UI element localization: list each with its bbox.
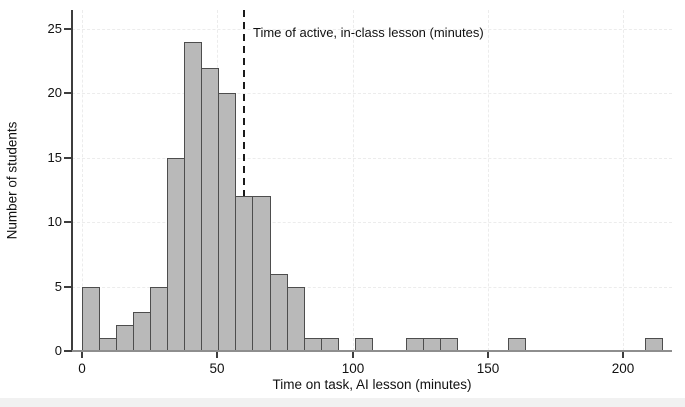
y-tick-label: 15 [47,150,62,165]
x-tick [216,352,218,358]
histogram-bar [82,287,100,352]
histogram-bar [167,158,185,352]
y-gridline [72,93,672,94]
x-tick-label: 50 [209,361,225,376]
y-tick-label: 25 [47,21,62,36]
y-tick-label: 20 [47,85,62,100]
y-tick [64,28,72,30]
x-axis-line [71,350,672,352]
histogram-bar [150,287,168,352]
y-tick [64,350,72,352]
y-tick [64,157,72,159]
y-tick-label: 5 [54,279,62,294]
x-tick [487,352,489,358]
x-tick-label: 100 [341,361,365,376]
histogram-bar [287,287,305,352]
histogram-bar [133,312,151,352]
histogram-bar [270,274,288,352]
x-gridline [353,10,354,351]
histogram-bar [218,93,236,352]
y-axis-line [71,10,73,351]
x-tick-label: 150 [476,361,500,376]
x-gridline [623,10,624,351]
reference-line-annotation: Time of active, in-class lesson (minutes… [253,25,484,40]
y-tick-label: 0 [54,343,62,358]
x-tick [81,352,83,358]
reference-dashed-line [243,10,245,351]
y-gridline [72,29,672,30]
x-gridline [82,10,83,351]
y-tick [64,221,72,223]
x-tick-label: 200 [611,361,635,376]
x-gridline [488,10,489,351]
y-axis-title: Number of students [4,121,20,240]
y-tick [64,92,72,94]
x-axis-title: Time on task, AI lesson (minutes) [272,377,472,392]
histogram-bar [252,196,271,352]
x-tick [622,352,624,358]
x-tick-label: 0 [78,361,86,376]
histogram-bar [235,196,253,352]
histogram-bar [184,42,202,352]
histogram-bar [116,325,134,352]
y-tick [64,286,72,288]
bottom-strip [0,398,685,407]
y-gridline [72,158,672,159]
histogram-bar [201,68,219,352]
x-tick [352,352,354,358]
y-tick-label: 10 [47,214,62,229]
y-gridline [72,287,672,288]
y-gridline [72,222,672,223]
